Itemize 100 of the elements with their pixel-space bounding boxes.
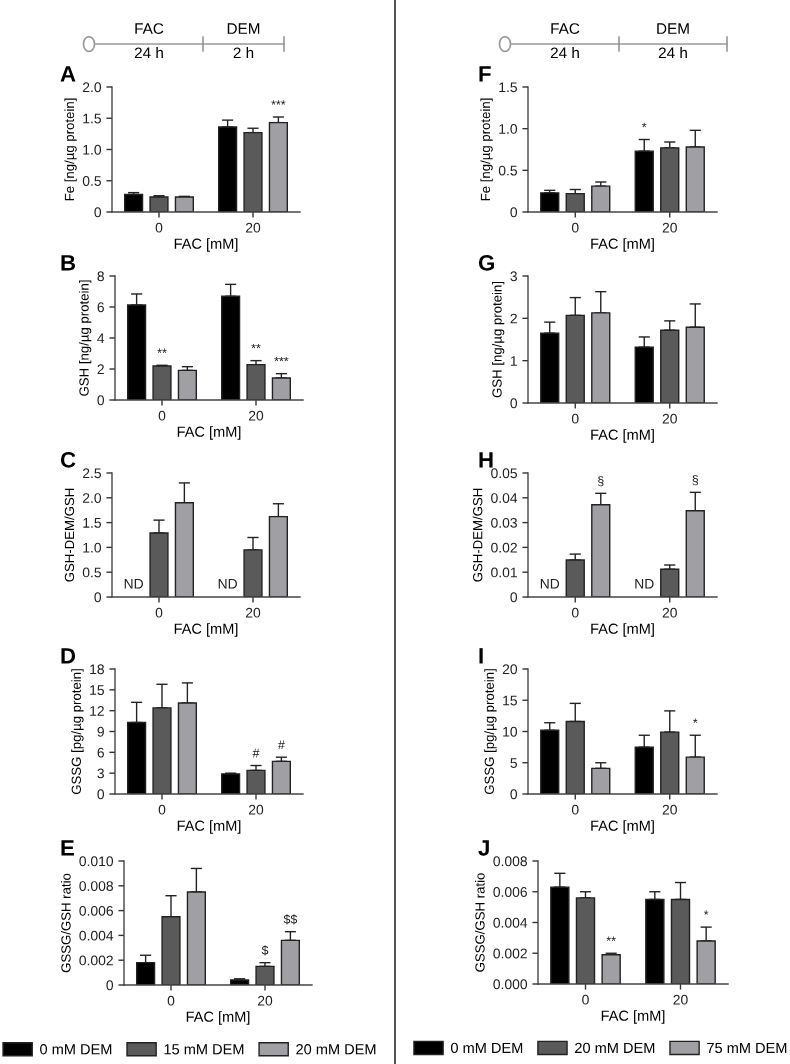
annotation: ND (218, 579, 237, 589)
x-axis-title: FAC [mM] (177, 426, 241, 440)
annotation: ** (157, 348, 167, 353)
chart-title: E (61, 840, 74, 856)
x-axis-title: FAC [mM] (174, 623, 238, 637)
y-tick-label: 0.002 (493, 948, 527, 959)
x-axis-title: FAC [mM] (591, 820, 654, 834)
y-tick-label: 0.008 (79, 881, 113, 891)
chart-title: H (479, 452, 493, 468)
text: FAC (551, 23, 580, 34)
y-tick-label: 0.006 (493, 887, 527, 897)
y-tick-label: 1.5 (499, 82, 517, 93)
chart-title: B (61, 255, 76, 271)
x-axis-title: FAC [mM] (591, 238, 654, 252)
text: FAC (135, 23, 164, 34)
y-tick-label: 0 (510, 398, 518, 409)
annotation: ** (251, 343, 261, 349)
y-tick-label: 0.010 (79, 856, 114, 867)
x-tick-label: 0 (167, 995, 175, 1006)
y-tick-label: 2.0 (82, 493, 102, 503)
y-tick-label: 0.5 (82, 176, 101, 186)
x-tick-label: 0 (571, 607, 579, 618)
legend-label: 0 mM DEM (450, 1042, 523, 1054)
y-tick-label: 0 (94, 592, 102, 603)
x-tick-label: 0 (155, 222, 163, 233)
chart-title: J (478, 840, 489, 856)
x-axis-title: FAC [mM] (177, 820, 241, 834)
x-tick-label: 20 (662, 607, 677, 618)
y-tick-label: 12 (90, 706, 104, 716)
y-tick-label: 0 (510, 207, 518, 218)
x-tick-label: 20 (245, 222, 261, 233)
y-tick-label: 15 (503, 695, 517, 706)
annotation: ND (124, 579, 143, 589)
y-axis-title: GSSG/GSH ratio (474, 873, 485, 972)
y-tick-label: 2.5 (82, 468, 101, 479)
chart-title: D (61, 648, 76, 664)
y-tick-label: 0 (510, 789, 518, 800)
x-tick-label: 20 (662, 413, 677, 424)
x-axis-title: FAC [mM] (186, 1011, 250, 1025)
y-tick-label: 18 (90, 664, 104, 675)
annotation: # (277, 740, 285, 750)
x-tick-label: 0 (571, 804, 579, 815)
y-axis-title: GSH-DEM/GSH (64, 488, 75, 582)
chart-title: C (60, 451, 76, 468)
x-tick-label: 20 (662, 222, 677, 233)
annotation: ** (606, 936, 616, 941)
y-tick-label: 5 (510, 758, 517, 768)
chart-title: F (479, 66, 491, 82)
y-axis-title: Fe [ng/µg protein] (64, 98, 77, 201)
y-tick-label: 8 (97, 271, 104, 282)
annotation: ND (540, 579, 560, 589)
y-axis-title: GSH-DEM/GSH (472, 488, 483, 582)
x-tick-label: 0 (155, 607, 163, 618)
annotation: $$ (283, 914, 298, 925)
text: 24 h (550, 47, 579, 59)
annotation: * (693, 718, 698, 723)
text: DEM (227, 23, 260, 34)
legend-label: 0 mM DEM (40, 1044, 112, 1055)
y-axis-title: GSH [ng/µg protein] (79, 280, 92, 396)
x-tick-label: 20 (662, 804, 677, 815)
annotation: *** (274, 356, 289, 362)
y-tick-label: 2 (510, 313, 517, 324)
chart-title: A (60, 66, 76, 82)
y-tick-label: 0.000 (493, 979, 528, 990)
x-tick-label: 0 (582, 994, 589, 1005)
x-tick-label: 20 (248, 410, 264, 421)
annotation: § (597, 476, 604, 487)
annotation: ND (635, 579, 654, 589)
x-tick-label: 0 (571, 222, 579, 233)
x-tick-label: 0 (571, 413, 579, 424)
y-tick-label: 20 (502, 664, 518, 675)
y-tick-label: 1.0 (83, 542, 102, 553)
y-tick-label: 6 (97, 747, 104, 758)
y-tick-label: 9 (97, 726, 104, 737)
y-tick-label: 2 (97, 364, 104, 375)
x-axis-title: FAC [mM] (591, 429, 654, 443)
text: 24 h (658, 47, 687, 59)
y-tick-label: 0.05 (491, 468, 517, 479)
text: 2 h (233, 47, 254, 59)
y-tick-label: 0 (510, 592, 518, 603)
y-tick-label: 0 (97, 789, 105, 800)
y-tick-label: 2.0 (82, 82, 102, 93)
y-tick-label: 1.5 (83, 113, 101, 124)
y-tick-label: 1.0 (499, 124, 518, 134)
y-tick-label: 0.02 (491, 542, 517, 553)
y-tick-label: 1 (510, 356, 517, 366)
annotation: * (703, 910, 709, 915)
legend-label: 20 mM DEM (575, 1042, 655, 1054)
y-tick-label: 4 (97, 333, 105, 344)
y-tick-label: 0.008 (493, 856, 527, 867)
x-tick-label: 20 (257, 995, 273, 1006)
y-tick-label: 15 (90, 685, 104, 695)
y-tick-label: 0 (97, 395, 105, 406)
y-axis-title: GSSG [pg/µg protein] (71, 669, 84, 795)
x-axis-title: FAC [mM] (174, 238, 238, 252)
y-tick-label: 1.0 (83, 144, 102, 155)
text: 24 h (134, 47, 163, 59)
chart-title: G (478, 254, 494, 271)
y-tick-label: 3 (510, 271, 517, 282)
y-tick-label: 10 (503, 726, 518, 737)
